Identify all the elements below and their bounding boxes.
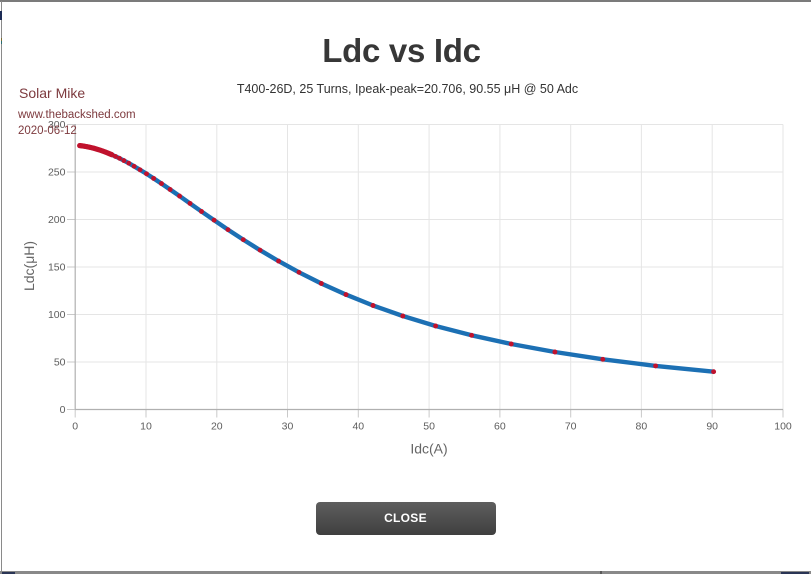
svg-text:50: 50 [423, 421, 435, 433]
svg-text:300: 300 [48, 119, 66, 131]
svg-text:250: 250 [48, 167, 66, 179]
svg-text:0: 0 [72, 421, 78, 433]
svg-text:30: 30 [282, 421, 294, 433]
svg-text:Ldc(μH): Ldc(μH) [21, 241, 37, 291]
svg-text:100: 100 [48, 309, 66, 321]
svg-text:0: 0 [60, 404, 66, 416]
svg-text:Idc(A): Idc(A) [410, 441, 447, 457]
svg-text:20: 20 [211, 421, 223, 433]
svg-text:200: 200 [48, 214, 66, 226]
svg-text:80: 80 [636, 421, 648, 433]
svg-text:100: 100 [774, 421, 792, 433]
svg-text:60: 60 [494, 421, 506, 433]
svg-text:50: 50 [54, 357, 66, 369]
svg-text:90: 90 [706, 421, 718, 433]
svg-text:10: 10 [140, 421, 152, 433]
svg-text:40: 40 [352, 421, 364, 433]
svg-text:70: 70 [565, 421, 577, 433]
svg-text:150: 150 [48, 262, 66, 274]
